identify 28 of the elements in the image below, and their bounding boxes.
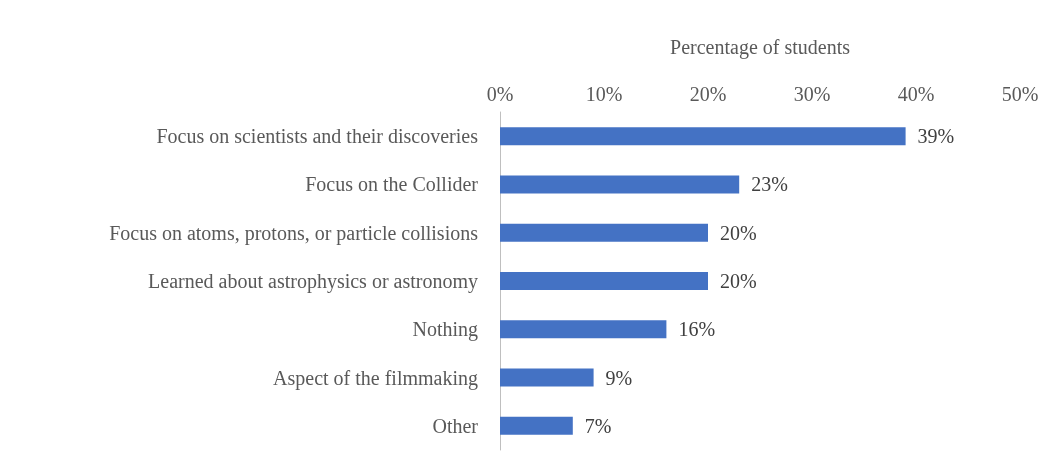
x-tick-label: 30%	[793, 83, 831, 105]
data-label: 20%	[720, 221, 757, 244]
data-label: 20%	[720, 270, 757, 292]
data-label: 9%	[605, 366, 633, 389]
bar	[500, 223, 708, 242]
bar	[500, 272, 708, 290]
y-tick-label: Other	[432, 414, 479, 437]
y-tick-label: Learned about astrophysics or astronomy	[148, 270, 478, 293]
y-tick-label: Nothing	[412, 318, 478, 342]
x-tick-label: 50%	[1001, 83, 1039, 105]
y-tick-label: Aspect of the filmmaking	[273, 366, 478, 390]
x-tick-label: 10%	[585, 83, 623, 105]
x-tick-label: 0%	[486, 83, 514, 105]
data-label: 16%	[678, 318, 716, 341]
bar	[500, 127, 906, 146]
x-axis-title: Percentage of students	[670, 36, 851, 59]
bar	[500, 320, 667, 339]
bar	[500, 368, 594, 387]
y-tick-label: Focus on the Collider	[305, 173, 479, 196]
bar	[500, 416, 573, 435]
data-label: 39%	[917, 125, 955, 148]
y-tick-label: Focus on scientists and their discoveries	[156, 125, 479, 148]
x-tick-label: 20%	[689, 83, 727, 105]
bar	[500, 175, 740, 194]
x-tick-label: 40%	[897, 83, 935, 105]
data-label: 7%	[584, 414, 612, 437]
data-label: 23%	[751, 173, 788, 196]
y-tick-label: Focus on atoms, protons, or particle collisions	[109, 221, 479, 245]
